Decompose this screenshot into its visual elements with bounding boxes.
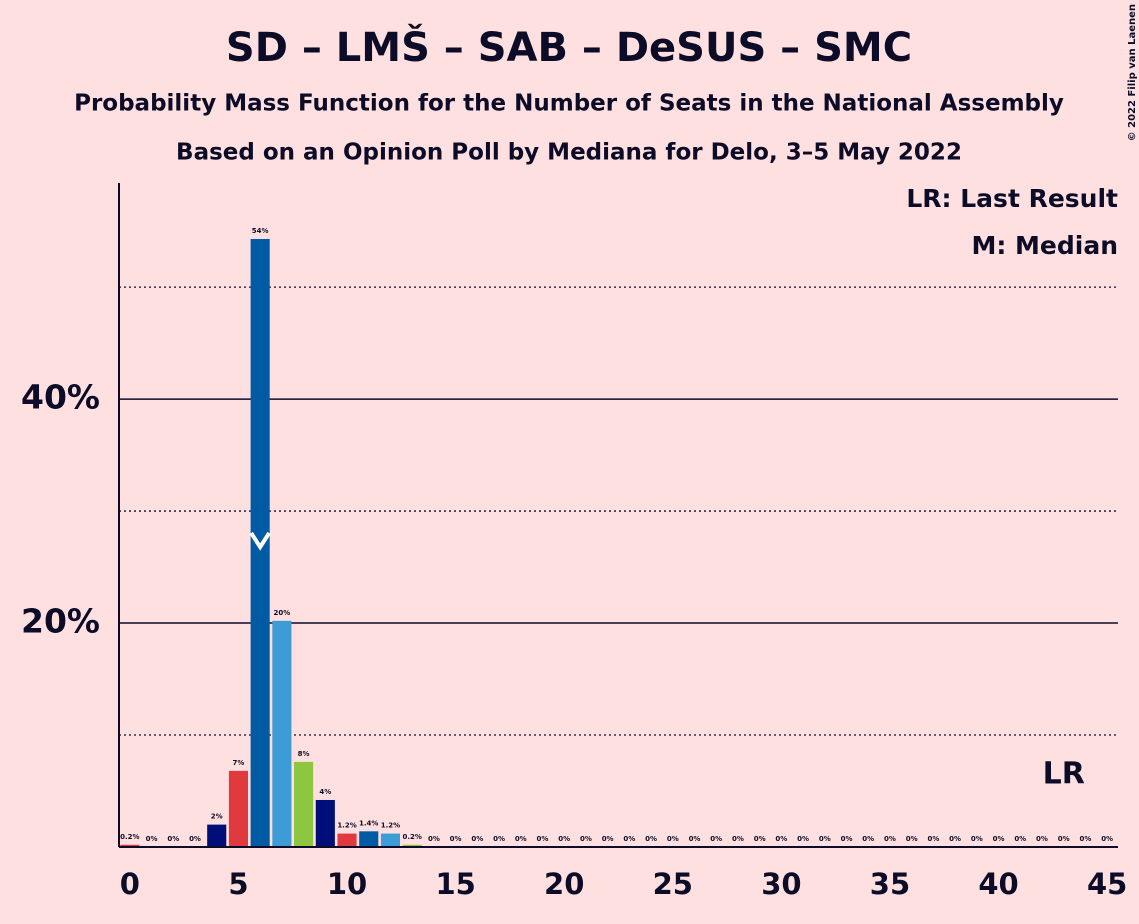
bar — [380, 833, 401, 847]
value-label: 0% — [1101, 835, 1113, 843]
value-label: 0% — [1058, 835, 1070, 843]
value-label: 0% — [927, 835, 939, 843]
value-label: 0% — [949, 835, 961, 843]
bar — [250, 238, 270, 847]
value-label: 0% — [602, 835, 614, 843]
value-label: 0% — [1014, 835, 1026, 843]
x-tick-label: 15 — [435, 867, 475, 901]
value-label: 0% — [906, 835, 918, 843]
value-label: 0% — [841, 835, 853, 843]
value-label: 0% — [450, 835, 462, 843]
value-label: 0% — [689, 835, 701, 843]
value-label: 0% — [775, 835, 787, 843]
chart-subtitle: Probability Mass Function for the Number… — [74, 91, 1064, 117]
value-label: 0% — [1079, 835, 1091, 843]
legend-entry: LR: Last Result — [906, 184, 1118, 213]
value-label: 0% — [862, 835, 874, 843]
bar — [228, 770, 249, 847]
x-tick-label: 20 — [544, 867, 584, 901]
value-label: 0% — [623, 835, 635, 843]
value-label: 0% — [797, 835, 809, 843]
value-label: 7% — [233, 759, 245, 767]
value-label: 2% — [211, 813, 223, 821]
value-label: 0% — [645, 835, 657, 843]
value-label: 0% — [558, 835, 570, 843]
x-tick-label: 45 — [1087, 867, 1127, 901]
value-label: 4% — [319, 788, 331, 796]
value-label: 1.2% — [337, 822, 356, 830]
y-tick-label: 40% — [21, 378, 100, 417]
bar — [359, 831, 379, 847]
value-label: 0% — [1036, 835, 1048, 843]
y-tick-label: 20% — [21, 602, 100, 641]
copyright: © 2022 Filip van Laenen — [1127, 4, 1138, 141]
x-tick-label: 0 — [120, 867, 140, 901]
value-label: 0% — [993, 835, 1005, 843]
bar — [337, 833, 357, 847]
value-label: 1.2% — [381, 822, 400, 830]
value-label: 0% — [515, 835, 527, 843]
legend-entry: M: Median — [971, 231, 1118, 260]
bar — [402, 844, 422, 847]
bar — [294, 761, 314, 847]
bar — [120, 844, 140, 847]
value-label: 0% — [167, 835, 179, 843]
median-marker — [249, 531, 271, 551]
value-label: 54% — [252, 227, 269, 235]
bar — [272, 620, 292, 847]
value-label: 0% — [732, 835, 744, 843]
x-tick-label: 25 — [653, 867, 693, 901]
bar — [315, 799, 335, 847]
value-label: 0% — [667, 835, 679, 843]
value-label: 0% — [819, 835, 831, 843]
x-tick-label: 10 — [327, 867, 367, 901]
x-tick-label: 5 — [228, 867, 248, 901]
value-label: 1.4% — [359, 819, 378, 827]
value-label: 20% — [273, 609, 290, 617]
value-label: 0% — [537, 835, 549, 843]
bar — [207, 824, 227, 847]
value-label: 0% — [493, 835, 505, 843]
last-result-label: LR — [1043, 757, 1085, 792]
chart-title: SD – LMŠ – SAB – DeSUS – SMC — [226, 23, 912, 71]
x-tick-label: 40 — [978, 867, 1018, 901]
value-label: 0% — [580, 835, 592, 843]
value-label: 0.2% — [120, 833, 139, 841]
value-label: 0% — [971, 835, 983, 843]
chart-subtitle: Based on an Opinion Poll by Mediana for … — [176, 140, 962, 166]
value-label: 0% — [754, 835, 766, 843]
value-label: 0% — [189, 835, 201, 843]
value-label: 0% — [710, 835, 722, 843]
value-label: 0% — [471, 835, 483, 843]
x-tick-label: 35 — [870, 867, 910, 901]
x-tick-label: 30 — [761, 867, 801, 901]
value-label: 0% — [428, 835, 440, 843]
value-label: 0% — [146, 835, 158, 843]
value-label: 8% — [298, 750, 310, 758]
value-label: 0% — [884, 835, 896, 843]
value-label: 0.2% — [402, 833, 421, 841]
